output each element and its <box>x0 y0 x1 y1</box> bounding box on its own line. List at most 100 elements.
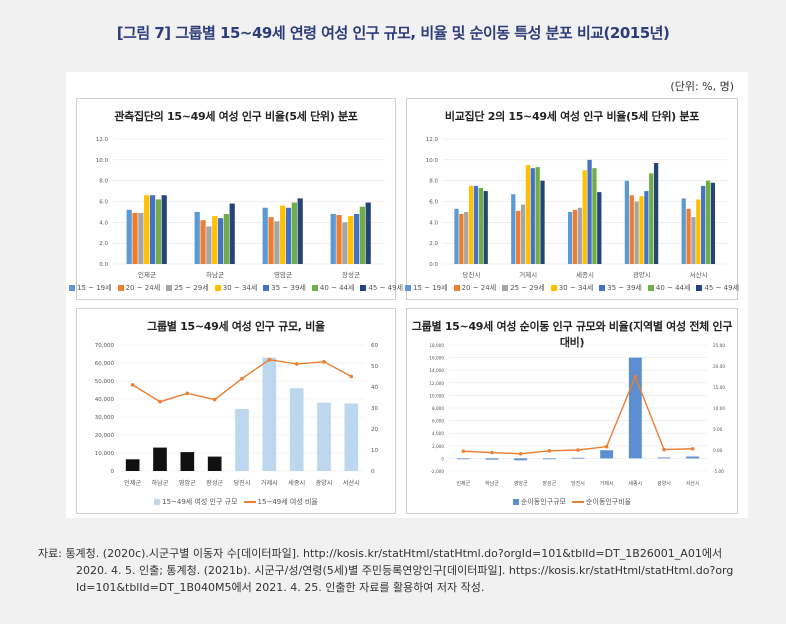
bar <box>701 185 706 264</box>
y2-tick-label: 25.00 <box>713 343 725 348</box>
legend-item: 45 ~ 49세 <box>696 283 739 293</box>
legend-swatch <box>696 285 703 291</box>
bar <box>567 211 573 264</box>
y2-tick-label: 40 <box>371 385 378 391</box>
bar <box>456 458 470 460</box>
bar <box>262 207 268 264</box>
legend-item: 20 ~ 24세 <box>453 283 496 293</box>
bar <box>206 226 212 264</box>
bar <box>217 218 224 264</box>
legend-item: 30 ~ 34세 <box>214 283 257 293</box>
y-tick-label: 0 <box>441 456 444 461</box>
y-tick-label: 18,000 <box>429 343 444 348</box>
y-tick-label: 0 <box>111 469 115 475</box>
bar <box>153 447 167 471</box>
bar <box>132 212 138 264</box>
legend-label: 40 ~ 44세 <box>319 284 355 292</box>
legend-label: 20 ~ 24세 <box>125 284 161 292</box>
x-tick-label: 광양시 <box>633 271 651 279</box>
y-tick-label: 12.0 <box>426 137 439 143</box>
bar <box>223 214 229 264</box>
legend-label: 45 ~ 49세 <box>704 284 740 292</box>
bar <box>657 457 671 459</box>
chart-title: 비교집단 2의 15~49세 여성 인구 비율(5세 단위) 분포 <box>444 110 700 123</box>
x-tick-label: 세종시 <box>628 480 642 487</box>
y-tick-label: 6,000 <box>432 419 444 424</box>
legend-label: 30 ~ 34세 <box>558 284 594 292</box>
bar <box>473 185 479 264</box>
legend: 15 ~ 19세 20 ~ 24세 25 ~ 29세 30 ~ 34세 35 ~ 39세… <box>68 283 403 293</box>
y-tick-label: 8,000 <box>432 406 444 411</box>
line-point <box>461 449 466 454</box>
x-tick-label: 당진시 <box>462 270 480 279</box>
x-tick-label: 광양시 <box>315 479 332 487</box>
chart-group-population: 그룹별 15~49세 여성 인구 규모, 비율 0 10,000 20,000 30,… <box>76 308 396 514</box>
y-tick-label: 12.0 <box>96 137 109 143</box>
bar <box>535 167 540 264</box>
bar <box>464 211 469 264</box>
y2-tick-label: 5.00 <box>713 427 723 432</box>
y-tick-label: 60,000 <box>95 361 115 367</box>
legend-item: 15~49세 여성 비율 <box>243 497 318 507</box>
legend-swatch <box>311 285 318 291</box>
source-line: 자료: 통계청. (2020c).시군구별 이동자 수[데이터파일]. http… <box>38 547 723 560</box>
bar <box>291 202 297 264</box>
bar <box>274 221 280 264</box>
y-tick-label: 16,000 <box>429 356 444 361</box>
y-tick-label: 2,000 <box>432 444 444 449</box>
y-tick-label: 10,000 <box>429 393 444 398</box>
x-tick-label: 서산시 <box>690 270 708 279</box>
y-tick-label: 2.0 <box>99 241 108 247</box>
x-tick-label: 하남군 <box>206 270 224 279</box>
line-point <box>267 357 272 362</box>
legend-swatch <box>647 285 654 291</box>
bar <box>194 211 200 264</box>
x-tick-label: 인제군 <box>124 479 141 487</box>
legend-label: 15~49세 여성 비율 <box>257 498 318 506</box>
chart-observed-age-ratio: 관측집단의 15~49세 여성 인구 비율(5세 단위) 분포 0.0 2.0 4.… <box>68 98 403 300</box>
legend-swatch <box>453 285 460 291</box>
line-point <box>690 446 695 451</box>
legend-item: 25 ~ 29세 <box>502 283 545 293</box>
bar <box>317 402 331 471</box>
y-tick-label: 50,000 <box>95 379 115 385</box>
line-point <box>240 376 244 381</box>
y-tick-label: 0.0 <box>429 262 438 268</box>
bar <box>342 222 348 264</box>
line-point <box>633 374 638 379</box>
legend-swatch <box>502 285 509 291</box>
legend-swatch <box>599 285 606 291</box>
x-tick-label: 세종시 <box>288 479 305 487</box>
y2-tick-label: -5.00 <box>713 469 724 474</box>
y2-tick-label: 10 <box>371 448 378 454</box>
bar <box>478 187 483 264</box>
line-point <box>518 451 523 456</box>
legend-swatch <box>166 285 173 291</box>
legend-item: 25 ~ 29세 <box>166 283 209 293</box>
bar <box>571 457 585 459</box>
bar <box>587 159 592 264</box>
y-tick-label: 10.0 <box>96 158 109 164</box>
y2-tick-label: 10.00 <box>713 406 725 411</box>
y-tick-label: 20,000 <box>95 433 115 439</box>
x-tick-label: 인제군 <box>138 270 156 279</box>
bar <box>212 216 218 264</box>
bar <box>628 357 642 459</box>
x-tick-label: 광양시 <box>657 480 671 487</box>
bar <box>644 191 649 264</box>
bar <box>710 182 716 264</box>
bar <box>634 201 639 264</box>
y-tick-label: 10,000 <box>95 451 115 457</box>
bar <box>336 215 342 264</box>
legend-label: 순이동인구비율 <box>586 498 632 506</box>
line-point <box>576 448 580 452</box>
legend-swatch <box>550 285 557 291</box>
x-tick-label: 장성군 <box>206 479 223 487</box>
chart-title: 그룹별 15~49세 여성 인구 규모, 비율 <box>147 320 325 333</box>
chart-net-migration: 그룹별 15~49세 여성 순이동 인구 규모와 비율(지역별 여성 전체 인구… <box>406 308 738 514</box>
legend-item: 40 ~ 44세 <box>647 283 690 293</box>
legend-item: 35 ~ 39세 <box>263 283 306 293</box>
bar <box>624 180 630 264</box>
bar <box>696 199 701 264</box>
y-tick-label: 4.0 <box>99 220 108 226</box>
